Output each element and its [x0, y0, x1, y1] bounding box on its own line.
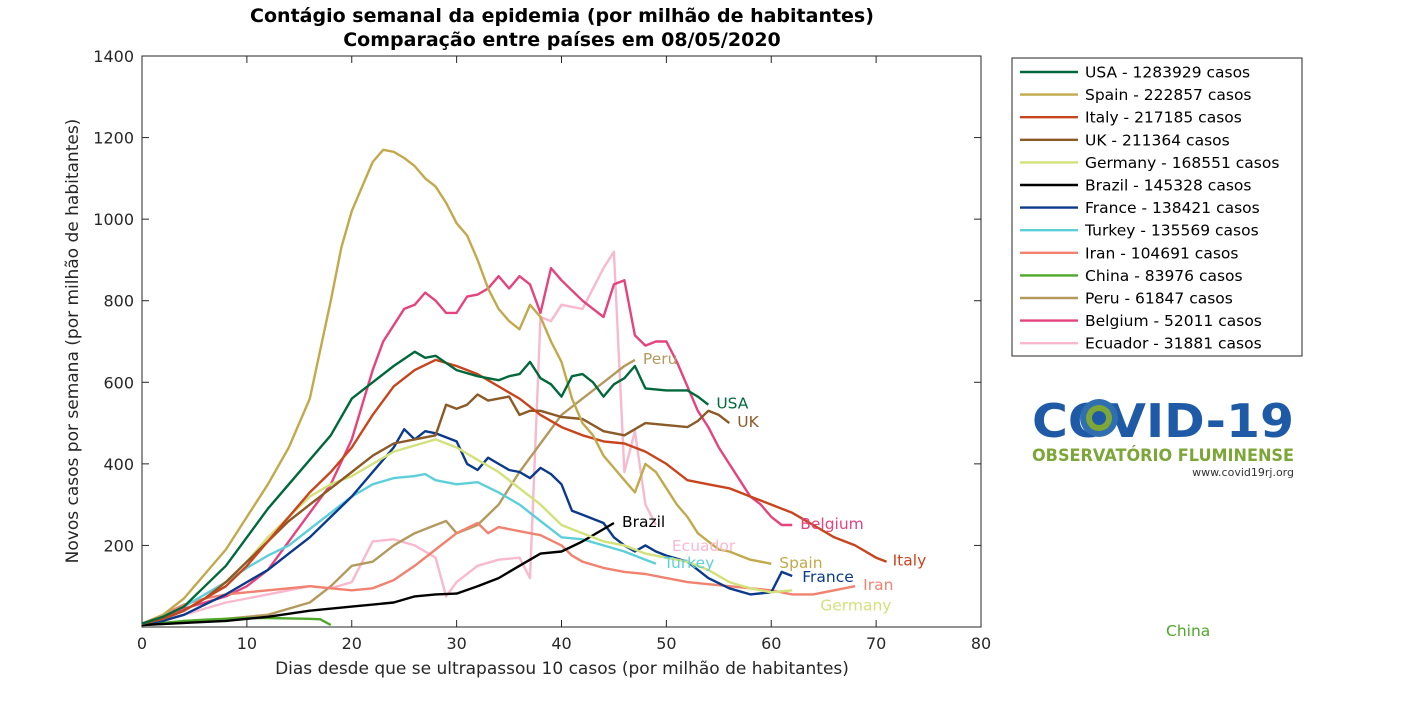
chart-title: Contágio semanal da epidemia (por milhão… [250, 5, 874, 27]
y-tick-label: 1400 [93, 47, 134, 66]
series-line-iran [142, 521, 856, 625]
x-tick-label: 30 [446, 634, 466, 653]
series-line-peru [142, 358, 636, 627]
x-tick-label: 70 [866, 634, 886, 653]
legend-entry: Turkey - 135569 casos [1084, 222, 1259, 240]
legend-entry: USA - 1283929 casos [1085, 64, 1250, 82]
y-tick-label: 600 [103, 373, 134, 392]
legend-entry: Ecuador - 31881 casos [1085, 335, 1262, 353]
legend-entry: Peru - 61847 casos [1085, 290, 1233, 308]
series-line-belgium [142, 266, 793, 625]
logo-covid-text: COVID-19 [1032, 394, 1294, 448]
y-tick-label: 400 [103, 455, 134, 474]
series-end-labels: USA Spain Italy UK Germany Brazil France Turkey… [622, 350, 1210, 640]
legend-entry: France - 138421 casos [1085, 199, 1260, 217]
legend-entry: Spain - 222857 casos [1085, 86, 1252, 104]
end-label-usa: USA [716, 395, 748, 413]
legend-entry: China - 83976 casos [1085, 267, 1243, 285]
series-line-italy [142, 358, 888, 625]
logo-url-text: www.covid19rj.org [1192, 466, 1294, 479]
virus-icon [1080, 399, 1118, 437]
end-label-germany: Germany [820, 596, 891, 614]
series-line-ecuador [142, 250, 657, 625]
y-tick-label: 800 [103, 292, 134, 311]
legend-entry: Belgium - 52011 casos [1085, 312, 1262, 330]
logo-observatorio-text: OBSERVATÓRIO FLUMINENSE [1032, 444, 1294, 466]
end-label-ecuador: Ecuador [672, 537, 736, 555]
end-label-brazil: Brazil [622, 513, 665, 531]
end-label-uk: UK [737, 413, 759, 431]
series-lines [142, 148, 888, 627]
series-line-brazil [142, 521, 615, 627]
x-tick-label: 50 [656, 634, 676, 653]
y-tick-label: 1200 [93, 129, 134, 148]
x-tick-label: 80 [971, 634, 991, 653]
end-label-china: China [1166, 622, 1210, 640]
legend-entry: Italy - 217185 casos [1085, 109, 1242, 127]
series-line-usa [142, 350, 710, 625]
legend-entry: Brazil - 145328 casos [1085, 177, 1251, 195]
covid19-logo: COVID-19 OBSERVATÓRIO FLUMINENSE www.cov… [1032, 394, 1294, 479]
end-label-spain: Spain [779, 554, 822, 572]
end-label-france: France [802, 568, 854, 586]
y-tick-label: 200 [103, 536, 134, 555]
plot-area [141, 55, 982, 628]
series-line-spain [142, 148, 772, 625]
end-label-belgium: Belgium [800, 515, 864, 533]
end-label-peru: Peru [643, 350, 678, 368]
legend: USA - 1283929 casos Spain - 222857 casos I… [1011, 57, 1303, 357]
axis-ticks: 0 10 20 30 40 50 60 70 80 200 400 600 800 1000 1200 140… [93, 47, 991, 653]
series-line-france [142, 428, 793, 625]
legend-entry: Germany - 168551 casos [1085, 154, 1279, 172]
y-axis-label: Novos casos por semana (por milhão de ha… [63, 119, 83, 564]
x-tick-label: 0 [137, 634, 147, 653]
y-tick-label: 1000 [93, 210, 134, 229]
series-line-turkey [142, 472, 657, 625]
x-tick-label: 60 [761, 634, 781, 653]
chart-subtitle: Comparação entre países em 08/05/2020 [343, 29, 781, 51]
x-tick-label: 40 [551, 634, 571, 653]
x-axis-label: Dias desde que se ultrapassou 10 casos (… [275, 659, 849, 679]
x-tick-label: 20 [342, 634, 362, 653]
end-label-turkey: Turkey [663, 554, 714, 572]
end-label-italy: Italy [893, 552, 927, 570]
end-label-iran: Iran [863, 576, 893, 594]
x-tick-label: 10 [237, 634, 257, 653]
legend-entry: Iran - 104691 casos [1085, 244, 1238, 262]
legend-entry: UK - 211364 casos [1085, 131, 1230, 149]
